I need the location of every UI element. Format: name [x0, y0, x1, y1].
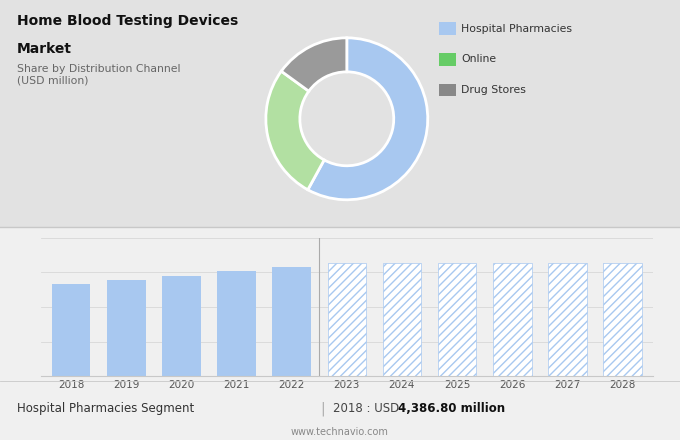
- Text: Market: Market: [17, 42, 72, 56]
- Text: Online: Online: [461, 55, 496, 64]
- Text: Home Blood Testing Devices: Home Blood Testing Devices: [17, 14, 238, 28]
- Bar: [603, 263, 642, 376]
- Bar: [493, 263, 532, 376]
- Bar: [217, 271, 256, 376]
- Bar: [273, 267, 311, 376]
- Wedge shape: [308, 38, 428, 200]
- Bar: [548, 263, 587, 376]
- Bar: [162, 275, 201, 376]
- Text: Share by Distribution Channel
(USD million): Share by Distribution Channel (USD milli…: [17, 64, 180, 85]
- Bar: [107, 280, 146, 376]
- Text: Hospital Pharmacies Segment: Hospital Pharmacies Segment: [17, 402, 194, 415]
- Bar: [52, 284, 90, 376]
- Wedge shape: [266, 71, 324, 190]
- Wedge shape: [282, 38, 347, 91]
- Bar: [328, 263, 366, 376]
- Text: |: |: [321, 401, 325, 415]
- Text: www.technavio.com: www.technavio.com: [291, 427, 389, 437]
- Text: 2018 : USD: 2018 : USD: [333, 402, 403, 415]
- Text: Drug Stores: Drug Stores: [461, 85, 526, 95]
- Text: 4,386.80 million: 4,386.80 million: [398, 402, 505, 415]
- Text: Hospital Pharmacies: Hospital Pharmacies: [461, 24, 572, 33]
- Bar: [383, 263, 421, 376]
- Bar: [438, 263, 477, 376]
